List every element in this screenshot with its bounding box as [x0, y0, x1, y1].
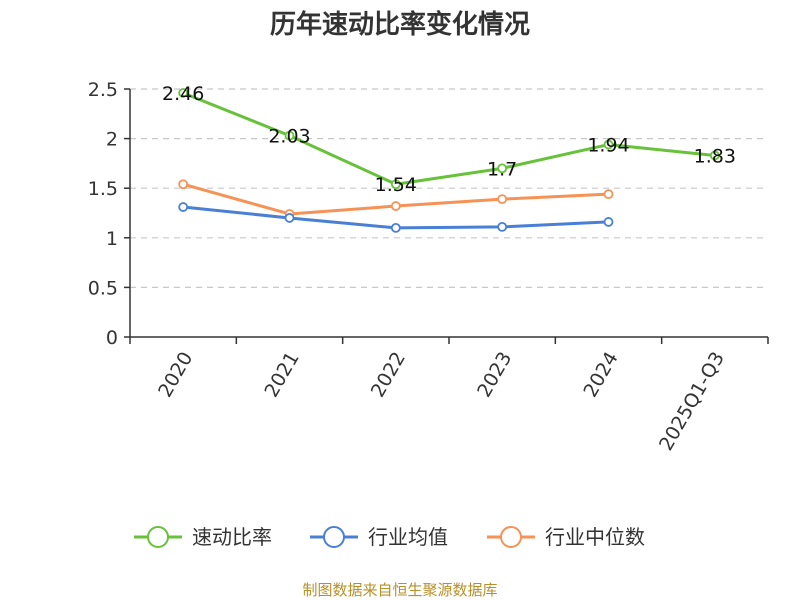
- y-tick-label: 0.5: [88, 277, 118, 299]
- data-point[interactable]: [390, 222, 401, 233]
- legend-label: 行业中位数: [545, 525, 645, 549]
- x-tick-label: 2022: [367, 348, 410, 401]
- legend[interactable]: 速动比率 行业均值 行业中位数: [134, 525, 645, 549]
- data-label: 2.03: [268, 126, 310, 148]
- data-point[interactable]: [603, 189, 614, 200]
- y-tick-label: 1.5: [88, 178, 118, 200]
- data-label: 1.54: [375, 174, 417, 196]
- y-tick-label: 1: [106, 228, 118, 250]
- x-tick-label: 2023: [473, 348, 516, 401]
- legend-label: 速动比率: [192, 525, 272, 549]
- legend-marker-icon: [147, 526, 169, 548]
- chart-title: 历年速动比率变化情况: [270, 9, 530, 40]
- x-tick-label: 2020: [154, 348, 197, 401]
- data-point[interactable]: [390, 201, 401, 211]
- data-point[interactable]: [497, 163, 508, 174]
- legend-marker-icon: [500, 526, 522, 548]
- data-point[interactable]: [709, 150, 720, 161]
- data-labels: 2.46 2.03 1.54 1.7 1.94 1.83: [162, 83, 736, 196]
- y-tick-label: 2: [106, 129, 118, 151]
- data-point[interactable]: [603, 217, 614, 227]
- data-point[interactable]: [178, 88, 189, 98]
- data-point[interactable]: [390, 179, 401, 190]
- source-note: 制图数据来自恒生聚源数据库: [302, 581, 497, 599]
- data-point[interactable]: [178, 202, 189, 212]
- data-label: 2.46: [162, 83, 204, 105]
- data-point[interactable]: [603, 139, 614, 150]
- data-point[interactable]: [497, 194, 508, 205]
- legend-label: 行业均值: [368, 525, 448, 549]
- data-point[interactable]: [497, 221, 508, 232]
- data-label: 1.7: [487, 158, 517, 180]
- data-label: 1.94: [587, 135, 629, 157]
- x-tick-label: 2021: [260, 348, 303, 401]
- data-label: 1.83: [694, 145, 736, 167]
- legend-item[interactable]: 行业均值: [310, 525, 448, 549]
- data-point[interactable]: [284, 213, 295, 223]
- axes: 0 0.5 1 1.5 2 2.5 2020 2021 2022 2023 2024 2025Q1-Q…: [88, 79, 769, 454]
- series-lines: [178, 88, 720, 233]
- data-point[interactable]: [284, 130, 295, 141]
- legend-item[interactable]: 速动比率: [134, 525, 272, 549]
- legend-item[interactable]: 行业中位数: [487, 525, 645, 549]
- data-point[interactable]: [178, 179, 189, 190]
- x-tick-label: 2024: [579, 348, 622, 401]
- grid-lines: [130, 88, 768, 288]
- legend-marker-icon: [323, 526, 345, 548]
- y-tick-label: 2.5: [88, 79, 118, 101]
- x-tick-label: 2025Q1-Q3: [655, 348, 729, 454]
- y-tick-label: 0: [106, 327, 118, 349]
- series-line: [182, 91, 715, 186]
